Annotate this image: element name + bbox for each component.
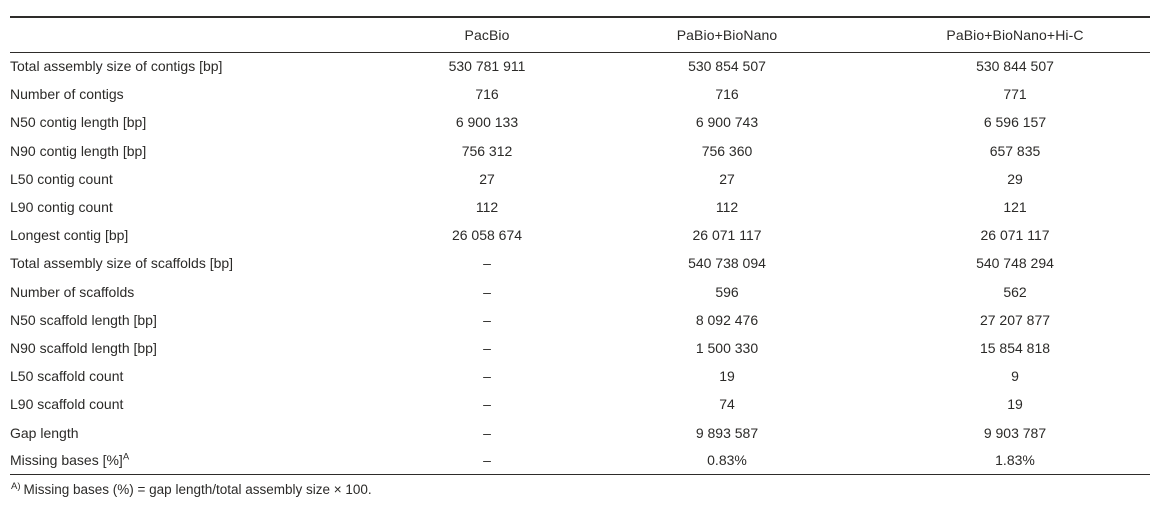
cell: 6 596 157 bbox=[983, 114, 1047, 131]
header-empty bbox=[10, 17, 400, 53]
cell: 26 071 117 bbox=[980, 227, 1050, 244]
cell: 26 071 117 bbox=[692, 227, 762, 244]
footnote-marker: A) bbox=[11, 480, 21, 492]
cell: 9 903 787 bbox=[983, 424, 1047, 441]
table-row: N50 contig length [bp] 6 900 133 6 900 7… bbox=[10, 108, 1150, 136]
header-pacbio: PacBio bbox=[400, 17, 574, 53]
assembly-stats-table-container: PacBio PaBio+BioNano PaBio+BioNano+Hi-C … bbox=[10, 16, 1150, 497]
cell: – bbox=[483, 368, 491, 385]
row-label: L50 contig count bbox=[10, 170, 113, 187]
cell: 74 bbox=[719, 396, 735, 413]
cell: 562 bbox=[1003, 283, 1027, 300]
row-label: Total assembly size of contigs [bp] bbox=[10, 58, 223, 75]
row-label: L90 scaffold count bbox=[10, 396, 124, 413]
cell: 540 738 094 bbox=[688, 255, 766, 272]
row-label: N50 contig length [bp] bbox=[10, 114, 147, 131]
row-label-text: Missing bases [%] bbox=[10, 452, 123, 469]
cell: 596 bbox=[715, 283, 739, 300]
table-row: L90 contig count 112 112 121 bbox=[10, 193, 1150, 221]
table-row: L50 contig count 27 27 29 bbox=[10, 165, 1150, 193]
table-row: Total assembly size of contigs [bp] 530 … bbox=[10, 52, 1150, 80]
row-label: N50 scaffold length [bp] bbox=[10, 311, 157, 328]
cell: 0.83% bbox=[707, 452, 747, 469]
cell: 121 bbox=[1003, 199, 1027, 216]
cell: 756 360 bbox=[701, 142, 753, 159]
row-label: N90 contig length [bp] bbox=[10, 142, 147, 159]
cell: 9 bbox=[1011, 368, 1019, 385]
table-row: N50 scaffold length [bp] – 8 092 476 27 … bbox=[10, 306, 1150, 334]
header-pabio-bionano-hic: PaBio+BioNano+Hi-C bbox=[880, 17, 1150, 53]
cell: – bbox=[483, 311, 491, 328]
cell: – bbox=[483, 283, 491, 300]
table-row: Longest contig [bp] 26 058 674 26 071 11… bbox=[10, 221, 1150, 249]
cell: – bbox=[483, 396, 491, 413]
cell: 6 900 743 bbox=[695, 114, 759, 131]
cell: 530 781 911 bbox=[448, 58, 526, 75]
row-label: Gap length bbox=[10, 424, 79, 441]
row-label: Number of contigs bbox=[10, 86, 124, 103]
cell: – bbox=[483, 424, 491, 441]
footnote-text: Missing bases (%) = gap length/total ass… bbox=[23, 482, 372, 498]
cell: 19 bbox=[1007, 396, 1023, 413]
cell: 112 bbox=[715, 199, 739, 216]
table-row: Missing bases [%]A – 0.83% 1.83% bbox=[10, 447, 1150, 475]
cell: 540 748 294 bbox=[976, 255, 1054, 272]
cell: – bbox=[483, 255, 491, 272]
header-row: PacBio PaBio+BioNano PaBio+BioNano+Hi-C bbox=[10, 17, 1150, 53]
table-row: Number of scaffolds – 596 562 bbox=[10, 278, 1150, 306]
table-row: N90 contig length [bp] 756 312 756 360 6… bbox=[10, 137, 1150, 165]
cell: 6 900 133 bbox=[455, 114, 519, 131]
cell: 27 bbox=[719, 170, 735, 187]
table-footnote: A) Missing bases (%) = gap length/total a… bbox=[10, 480, 1150, 498]
cell: 112 bbox=[475, 199, 499, 216]
cell: 1.83% bbox=[995, 452, 1035, 469]
cell: 9 893 587 bbox=[695, 424, 759, 441]
cell: 26 058 674 bbox=[451, 227, 523, 244]
footnote-ref-superscript: A bbox=[122, 451, 130, 463]
table-row: L50 scaffold count – 19 9 bbox=[10, 362, 1150, 390]
cell: 27 bbox=[479, 170, 495, 187]
row-label: Longest contig [bp] bbox=[10, 227, 129, 244]
cell: 1 500 330 bbox=[695, 339, 759, 356]
row-label: L50 scaffold count bbox=[10, 368, 124, 385]
table-row: Number of contigs 716 716 771 bbox=[10, 80, 1150, 108]
cell: 530 854 507 bbox=[688, 58, 766, 75]
cell: 27 207 877 bbox=[979, 311, 1051, 328]
row-label: Total assembly size of scaffolds [bp] bbox=[10, 255, 234, 272]
cell: 19 bbox=[719, 368, 735, 385]
cell: 15 854 818 bbox=[979, 339, 1051, 356]
cell: 716 bbox=[475, 86, 499, 103]
cell: 756 312 bbox=[461, 142, 513, 159]
assembly-stats-table: PacBio PaBio+BioNano PaBio+BioNano+Hi-C … bbox=[10, 16, 1150, 476]
row-label: Number of scaffolds bbox=[10, 283, 135, 300]
cell: 8 092 476 bbox=[695, 311, 759, 328]
cell: 530 844 507 bbox=[976, 58, 1054, 75]
cell: – bbox=[483, 452, 491, 469]
table-row: Gap length – 9 893 587 9 903 787 bbox=[10, 418, 1150, 446]
row-label: L90 contig count bbox=[10, 199, 113, 216]
cell: 29 bbox=[1007, 170, 1023, 187]
table-row: Total assembly size of scaffolds [bp] – … bbox=[10, 249, 1150, 277]
header-pabio-bionano: PaBio+BioNano bbox=[574, 17, 880, 53]
cell: 716 bbox=[715, 86, 739, 103]
cell: 657 835 bbox=[989, 142, 1041, 159]
row-label: Missing bases [%]A bbox=[10, 447, 400, 475]
row-label: N90 scaffold length [bp] bbox=[10, 339, 157, 356]
table-row: L90 scaffold count – 74 19 bbox=[10, 390, 1150, 418]
cell: 771 bbox=[1003, 86, 1027, 103]
cell: – bbox=[483, 339, 491, 356]
table-row: N90 scaffold length [bp] – 1 500 330 15 … bbox=[10, 334, 1150, 362]
